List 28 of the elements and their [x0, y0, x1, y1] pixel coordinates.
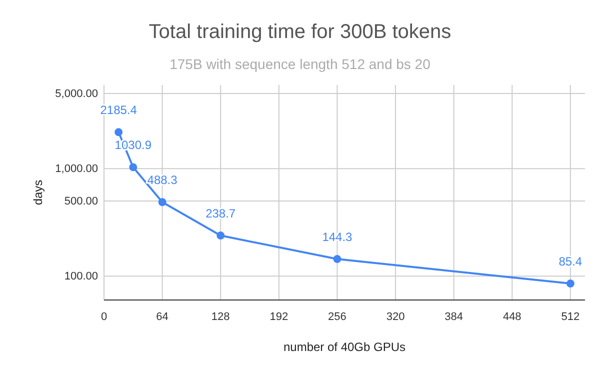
- point: [566, 280, 574, 288]
- y-tick-label: 500.00: [64, 196, 98, 208]
- data-label: 488.3: [147, 173, 178, 188]
- y-axis-title: days: [31, 180, 45, 206]
- x-tick-label: 384: [444, 310, 463, 323]
- x-tick-label: 320: [386, 310, 405, 323]
- x-tick-label: 0: [100, 310, 108, 323]
- point: [114, 128, 123, 136]
- point: [158, 198, 166, 206]
- y-tick-label: 1,000.00: [55, 163, 98, 176]
- chart-title: Total training time for 300B tokens: [148, 21, 452, 43]
- x-tick-label: 512: [561, 310, 580, 323]
- x-tick-label: 128: [211, 310, 230, 323]
- data-label: 144.3: [322, 230, 353, 244]
- x-axis-title: number of 40Gb GPUs: [283, 340, 406, 354]
- chart-subtitle: 175B with sequence length 512 and bs 20: [170, 56, 431, 72]
- x-tick-label: 448: [502, 310, 522, 323]
- y-tick-label: 5,000.00: [55, 88, 98, 100]
- x-tick-label: 64: [156, 310, 168, 323]
- point: [129, 163, 138, 172]
- point: [333, 255, 342, 264]
- data-label: 85.4: [558, 254, 582, 269]
- data-label: 238.7: [206, 206, 236, 221]
- data-label: 2185.4: [100, 103, 138, 118]
- x-tick-label: 192: [270, 310, 288, 323]
- point: [216, 232, 225, 240]
- x-tick-label: 256: [328, 310, 346, 323]
- y-tick-label: 100.00: [64, 270, 98, 283]
